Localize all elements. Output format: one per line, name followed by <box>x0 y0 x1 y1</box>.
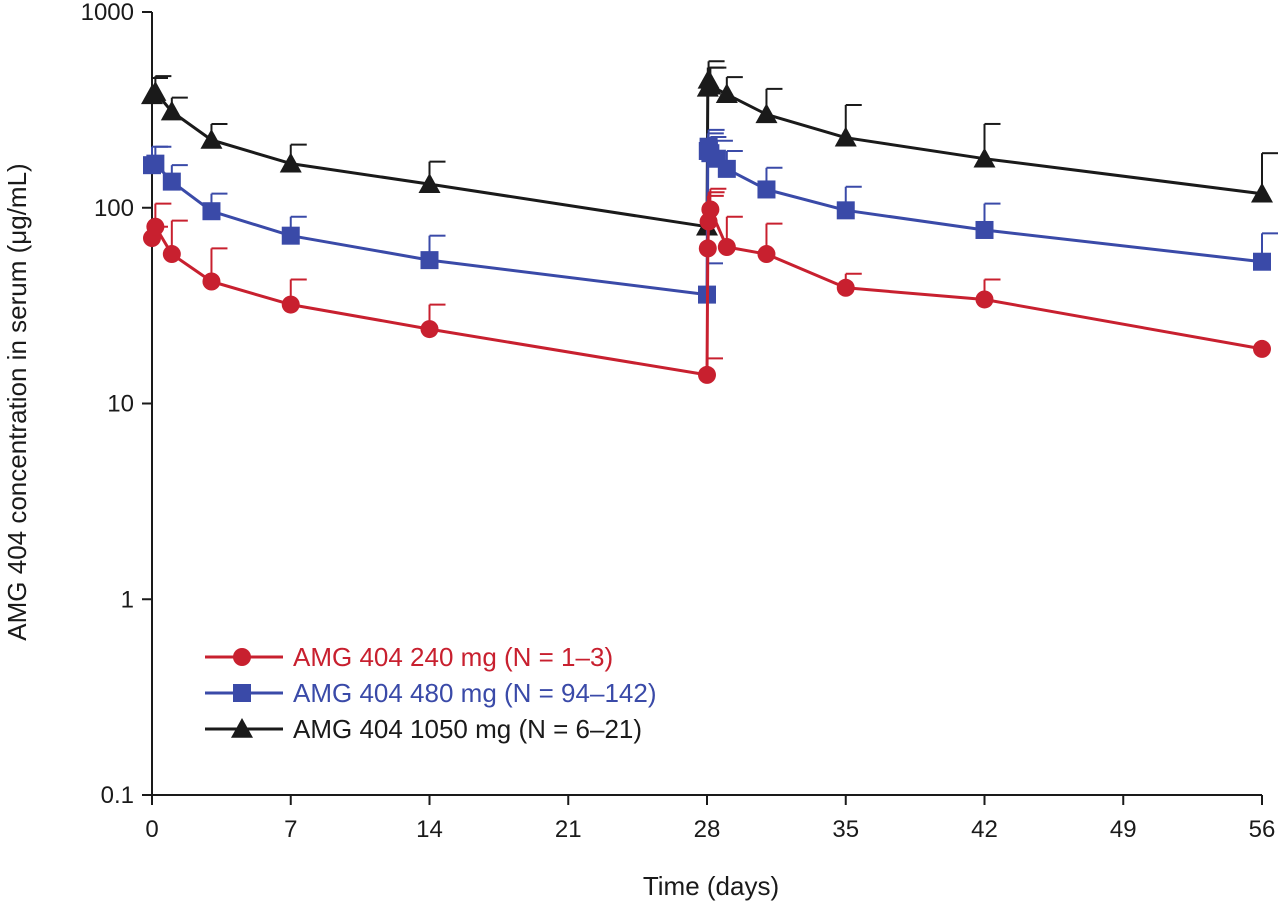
series-triangle <box>141 60 1278 236</box>
x-tick-label: 0 <box>145 816 158 843</box>
data-point <box>160 100 183 121</box>
legend-marker <box>233 684 251 702</box>
data-point <box>757 180 776 199</box>
data-point <box>836 201 855 220</box>
x-tick-label: 49 <box>1110 816 1137 843</box>
data-point <box>757 245 776 264</box>
data-point <box>973 147 996 168</box>
x-tick-label: 28 <box>694 816 721 843</box>
data-point <box>834 126 857 147</box>
x-tick-label: 56 <box>1249 816 1276 843</box>
data-point <box>144 81 167 101</box>
data-point <box>162 245 181 264</box>
legend-label: AMG 404 480 mg (N = 94–142) <box>293 678 656 708</box>
legend-label: AMG 404 1050 mg (N = 6–21) <box>293 714 642 744</box>
series-line <box>150 208 1263 377</box>
x-tick-label: 35 <box>832 816 859 843</box>
legend-marker <box>233 648 251 666</box>
data-point <box>146 217 165 236</box>
data-point <box>202 202 221 221</box>
x-ticks: 0 7 14 21 28 35 42 49 56 <box>145 795 1275 843</box>
data-point <box>1253 252 1271 271</box>
x-tick-label: 21 <box>555 816 582 843</box>
data-point <box>975 220 994 239</box>
data-point <box>755 103 778 124</box>
x-axis-title: Time (days) <box>643 871 779 901</box>
legend-marker <box>231 718 253 738</box>
data-point <box>717 238 736 257</box>
data-point <box>281 295 300 314</box>
data-point <box>701 200 720 219</box>
data-point <box>1253 339 1271 358</box>
y-tick-label: 0.1 <box>101 782 134 809</box>
data-point <box>162 172 181 191</box>
x-tick-label: 7 <box>284 816 297 843</box>
x-tick-label: 14 <box>416 816 443 843</box>
data-point <box>975 290 994 309</box>
y-tick-label: 1000 <box>81 0 134 26</box>
data-point <box>420 251 439 270</box>
data-point <box>146 154 165 173</box>
series-circle <box>143 187 1271 384</box>
data-point <box>717 159 736 178</box>
data-point <box>418 173 441 193</box>
data-point <box>715 83 738 104</box>
data-point <box>1251 182 1273 203</box>
y-axis-title: AMG 404 concentration in serum (μg/mL) <box>2 163 32 640</box>
data-point <box>698 239 717 258</box>
data-point <box>200 128 223 149</box>
data-point <box>698 365 716 384</box>
data-point <box>281 226 300 245</box>
y-tick-label: 10 <box>107 391 134 418</box>
x-tick-label: 42 <box>971 816 998 843</box>
data-point <box>836 278 855 297</box>
y-ticks: 0.1 1 10 100 1000 <box>81 0 152 809</box>
series-layer <box>141 60 1278 384</box>
data-point <box>202 272 221 291</box>
data-point <box>699 74 722 95</box>
y-tick-label: 1 <box>121 586 134 613</box>
y-tick-label: 100 <box>94 195 134 222</box>
legend-label: AMG 404 240 mg (N = 1–3) <box>293 642 613 672</box>
legend: AMG 404 240 mg (N = 1–3) AMG 404 480 mg (… <box>205 642 656 744</box>
data-point <box>279 152 302 173</box>
data-point <box>420 320 439 339</box>
